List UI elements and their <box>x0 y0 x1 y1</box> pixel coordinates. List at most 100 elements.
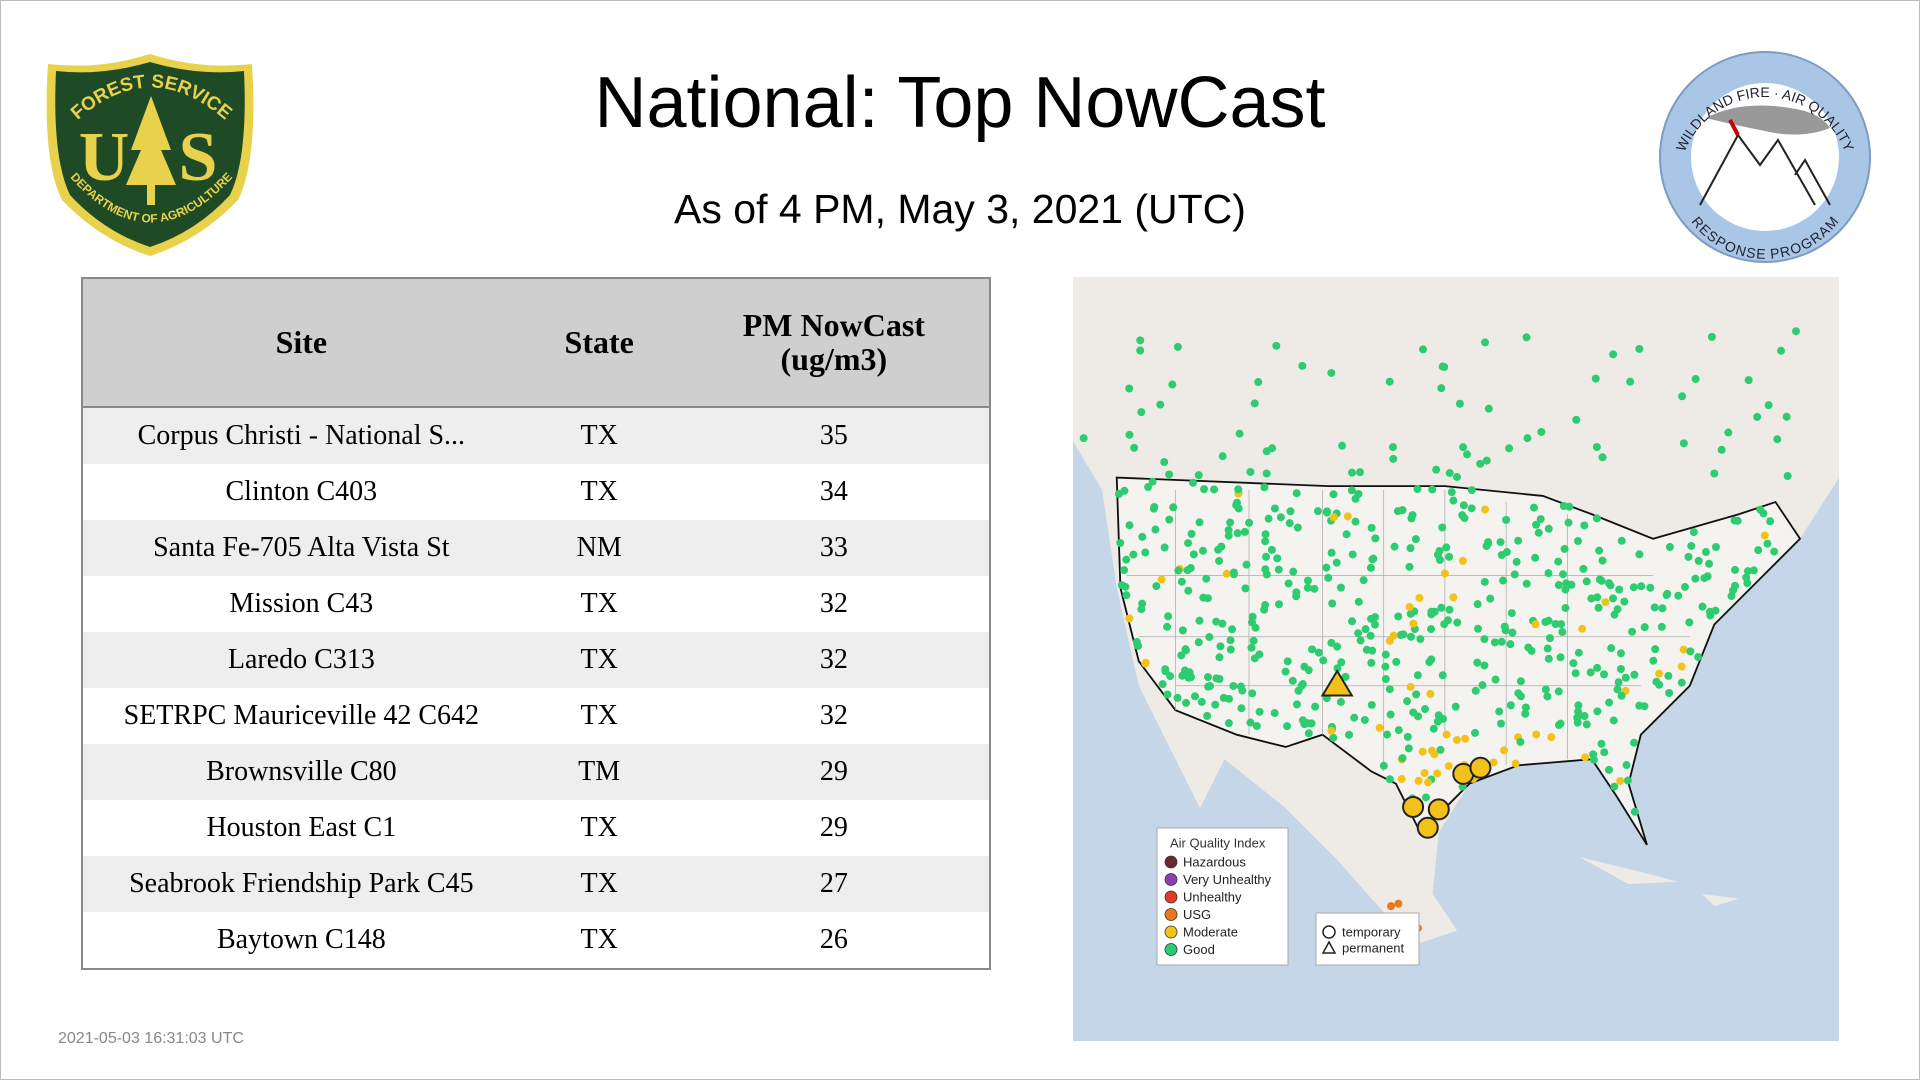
monitor-dot <box>1371 613 1380 622</box>
table-row: Houston East C1 TX 29 <box>82 800 990 856</box>
monitor-dot <box>1562 579 1571 588</box>
monitor-dot <box>1165 515 1174 524</box>
monitor-dot <box>1141 659 1150 668</box>
monitor-dot <box>1482 456 1491 465</box>
monitor-dot <box>1523 434 1532 443</box>
logos: FOREST SERVICE DEPARTMENT OF AGRICULTURE… <box>46 51 1871 263</box>
monitor-dot <box>1427 625 1436 634</box>
monitor-dot <box>1452 736 1461 745</box>
monitor-dot <box>1573 718 1582 727</box>
monitor-dot <box>1216 642 1225 651</box>
monitor-dot <box>1451 702 1460 711</box>
monitor-dot <box>1655 680 1664 689</box>
monitor-dot <box>1328 599 1337 608</box>
monitor-dot <box>1628 627 1637 636</box>
monitor-dot <box>1453 472 1462 481</box>
monitor-dot <box>1435 555 1444 564</box>
monitor-dot <box>1336 583 1345 592</box>
value-cell: 34 <box>819 476 848 507</box>
monitor-dot <box>1437 384 1446 393</box>
temporary-monitor <box>1427 798 1450 821</box>
temporary-monitor <box>1402 795 1425 818</box>
monitor-dot <box>1594 603 1603 612</box>
legend-swatch <box>1164 908 1178 921</box>
monitor-dot <box>1579 564 1588 573</box>
monitor-dot <box>1442 543 1451 552</box>
table-row: Corpus Christi - National S... TX 35 <box>82 407 990 464</box>
monitor-dot <box>1610 610 1619 619</box>
monitor-dot <box>1674 591 1683 600</box>
monitor-dot <box>1386 710 1395 719</box>
monitor-dot <box>1324 573 1333 582</box>
land <box>1073 277 1839 943</box>
monitor-dot <box>1458 556 1467 565</box>
header-row: Site State PM NowCast (ug/m3) <box>82 278 990 408</box>
monitor-dot <box>1461 734 1470 743</box>
monitor-dot <box>1218 619 1227 628</box>
monitor-dot <box>1261 537 1270 546</box>
monitor-dot <box>1512 557 1521 566</box>
monitor-dot <box>1593 707 1602 716</box>
monitor-dot <box>1212 617 1221 626</box>
monitor-dot <box>1591 374 1600 383</box>
state-cell: TX <box>580 476 618 507</box>
monitor-dot <box>1385 685 1394 694</box>
monitor-dot <box>1394 899 1403 908</box>
shape-label: temporary <box>1342 924 1401 939</box>
monitor-dot <box>1554 581 1563 590</box>
monitor-dot <box>1224 694 1233 703</box>
monitor-dot <box>1342 530 1351 539</box>
monitor-dot <box>1184 673 1193 682</box>
monitor-dot <box>1248 689 1257 698</box>
monitor-dot <box>1677 678 1686 687</box>
monitor-dot <box>1543 692 1552 701</box>
monitor-dot <box>1698 602 1707 611</box>
monitor-dot <box>1168 380 1177 389</box>
monitor-dot <box>1354 597 1363 606</box>
monitor-dot <box>1387 902 1396 911</box>
monitor-dot <box>1496 538 1505 547</box>
monitor-dot <box>1433 769 1442 778</box>
monitor-dot <box>1233 529 1242 538</box>
monitor-dot <box>1138 532 1147 541</box>
shape-label: permanent <box>1342 940 1405 955</box>
monitor-dot <box>1586 668 1595 677</box>
monitor-dot <box>1414 776 1423 785</box>
monitor-dot <box>1327 638 1336 647</box>
monitor-dot <box>1429 724 1438 733</box>
monitor-dot <box>1375 723 1384 732</box>
monitor-dot <box>1658 604 1667 613</box>
monitor-dot <box>1366 631 1375 640</box>
monitor-dot <box>1724 428 1733 437</box>
monitor-dot <box>1791 327 1800 336</box>
monitor-dot <box>1182 698 1191 707</box>
monitor-dot <box>1409 619 1418 628</box>
monitor-dot <box>1187 529 1196 538</box>
monitor-dot <box>1420 769 1429 778</box>
monitor-dot <box>1544 616 1553 625</box>
monitor-dot <box>1381 650 1390 659</box>
monitor-dot <box>1408 511 1417 520</box>
monitor-dot <box>1215 556 1224 565</box>
monitor-dot <box>1195 518 1204 527</box>
monitor-dot <box>1284 579 1293 588</box>
monitor-dot <box>1286 507 1295 516</box>
page-title: National: Top NowCast <box>594 63 1326 143</box>
monitor-dot <box>1360 715 1369 724</box>
monitor-dot <box>1598 556 1607 565</box>
monitor-dot <box>1502 515 1511 524</box>
monitor-dot <box>1516 737 1525 746</box>
monitor-dot <box>1406 632 1415 641</box>
monitor-dot <box>1237 704 1246 713</box>
monitor-dot <box>1717 445 1726 454</box>
legend-swatch <box>1164 890 1178 904</box>
table-row: Mission C43 TX 32 <box>82 576 990 632</box>
monitor-dot <box>1203 594 1212 603</box>
monitor-dot <box>1164 612 1173 621</box>
monitor-dot <box>1592 443 1601 452</box>
monitor-dot <box>1368 646 1377 655</box>
monitor-dot <box>1304 729 1313 738</box>
temporary-monitor <box>1416 816 1439 839</box>
monitor-dot <box>1152 582 1161 591</box>
monitor-dot <box>1262 552 1271 561</box>
